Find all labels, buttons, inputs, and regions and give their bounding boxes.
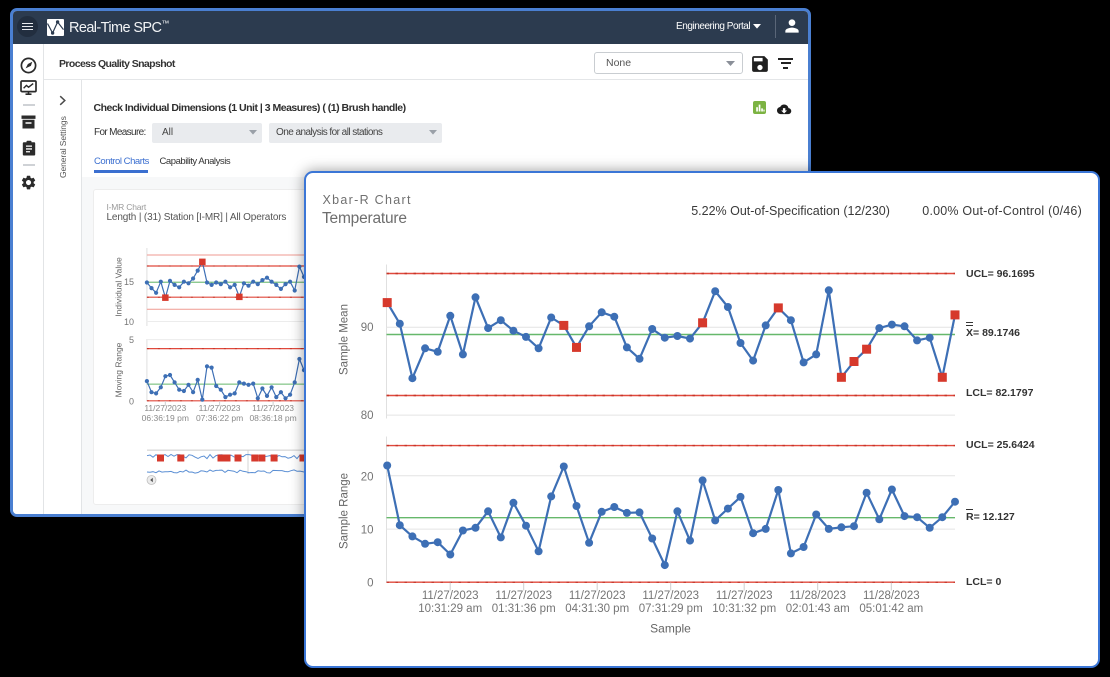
svg-text:11/27/2023: 11/27/2023: [199, 403, 241, 413]
svg-text:Sample Range: Sample Range: [339, 473, 351, 549]
svg-text:11/27/2023: 11/27/2023: [144, 403, 186, 413]
svg-text:10: 10: [124, 317, 134, 327]
svg-text:11/27/2023: 11/27/2023: [716, 590, 773, 602]
svg-text:11/27/2023: 11/27/2023: [495, 590, 552, 602]
svg-text:0: 0: [129, 397, 134, 407]
svg-text:01:31:36 pm: 01:31:36 pm: [492, 603, 556, 615]
svg-text:20: 20: [361, 471, 374, 483]
svg-text:0: 0: [367, 578, 373, 590]
svg-text:11/27/2023: 11/27/2023: [642, 590, 699, 602]
svg-text:90: 90: [361, 322, 374, 334]
svg-text:08:36:18 pm: 08:36:18 pm: [249, 413, 296, 423]
svg-text:11/28/2023: 11/28/2023: [789, 590, 846, 602]
svg-text:Moving Range: Moving Range: [114, 342, 124, 397]
svg-text:05:01:42 am: 05:01:42 am: [859, 603, 923, 615]
svg-text:04:31:30 pm: 04:31:30 pm: [565, 603, 629, 615]
svg-text:Sample Mean: Sample Mean: [339, 304, 351, 375]
svg-text:07:36:22 pm: 07:36:22 pm: [196, 413, 243, 423]
svg-text:10:31:32 pm: 10:31:32 pm: [712, 603, 776, 615]
svg-text:07:31:29 pm: 07:31:29 pm: [639, 603, 703, 615]
svg-text:06:36:19 pm: 06:36:19 pm: [142, 413, 189, 423]
svg-text:10:31:29 am: 10:31:29 am: [418, 603, 482, 615]
svg-text:80: 80: [361, 410, 374, 422]
svg-text:Sample: Sample: [650, 622, 691, 636]
svg-text:10: 10: [361, 525, 374, 537]
svg-text:11/27/2023: 11/27/2023: [422, 590, 479, 602]
svg-text:11/28/2023: 11/28/2023: [863, 590, 920, 602]
svg-text:15: 15: [124, 277, 134, 287]
svg-text:Individual Value: Individual Value: [114, 257, 124, 317]
svg-text:11/27/2023: 11/27/2023: [252, 403, 294, 413]
svg-text:5: 5: [129, 335, 134, 345]
svg-text:02:01:43 am: 02:01:43 am: [786, 603, 850, 615]
svg-text:11/27/2023: 11/27/2023: [569, 590, 626, 602]
